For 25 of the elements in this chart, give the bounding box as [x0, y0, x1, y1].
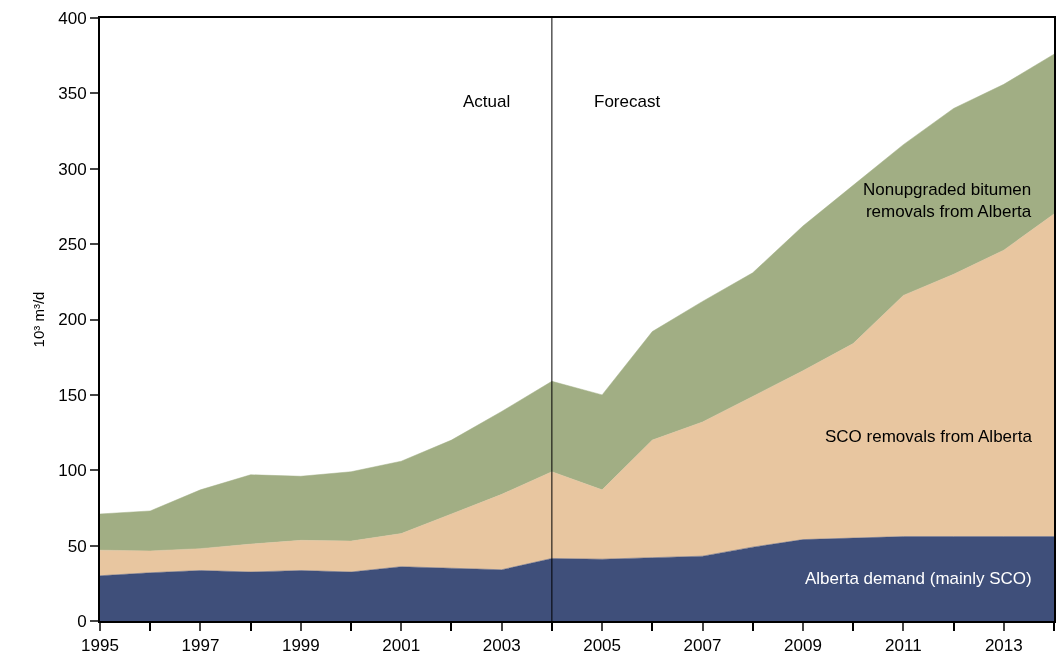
- x-tick-label: 1995: [81, 636, 119, 656]
- y-tick-label: 100: [58, 461, 87, 481]
- x-tick-label: 1999: [281, 636, 320, 656]
- x-tick-label: 2001: [382, 636, 421, 656]
- x-tick-label: 1997: [181, 636, 220, 656]
- x-tick-label: 2009: [784, 636, 822, 656]
- annotation: Actual: [463, 92, 511, 111]
- x-tick-label: 2003: [482, 636, 521, 656]
- y-tick-label: 150: [58, 385, 87, 405]
- annotation: Forecast: [594, 92, 661, 111]
- y-tick-label: 0: [77, 611, 87, 631]
- series-label: Nonupgraded bitumen removals from Alberta: [863, 180, 1032, 222]
- y-tick-label: 350: [58, 84, 87, 104]
- x-tick-label: 2011: [885, 636, 922, 656]
- series-label: SCO removals from Alberta: [825, 427, 1033, 446]
- y-tick-label: 200: [58, 310, 87, 330]
- series-label: Alberta demand (mainly SCO): [805, 569, 1032, 588]
- y-tick-label: 250: [58, 235, 87, 255]
- y-tick-label: 400: [58, 8, 87, 28]
- y-axis-title: 10³ m³/d: [29, 291, 47, 348]
- y-tick-label: 300: [58, 159, 87, 179]
- x-tick-label: 2005: [583, 636, 622, 656]
- x-tick-label: 2007: [683, 636, 722, 656]
- x-tick-label: 2013: [984, 636, 1023, 656]
- y-tick-label: 50: [67, 536, 87, 556]
